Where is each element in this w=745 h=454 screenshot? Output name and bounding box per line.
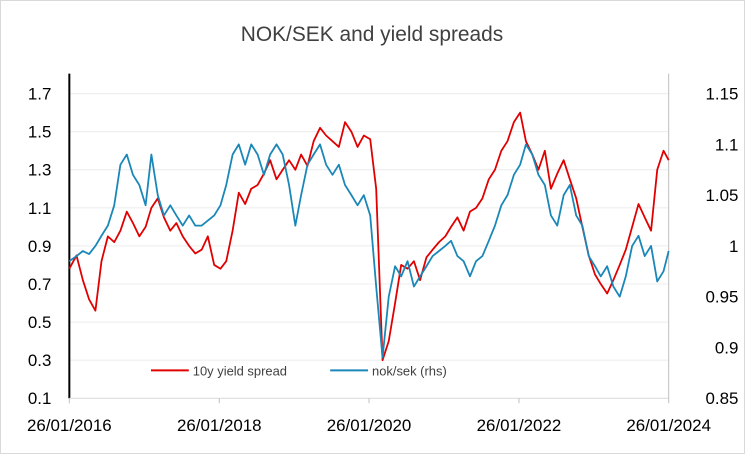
x-tick-label: 26/01/2024 [626, 416, 711, 435]
right-axis-ticks: 0.85 0.9 0.95 1 1.05 1.1 1.15 [705, 85, 738, 409]
x-tick-label: 26/01/2016 [27, 416, 112, 435]
right-tick-label: 1.15 [705, 85, 738, 104]
right-tick-label: 1.1 [715, 135, 739, 154]
left-tick-label: 1.7 [28, 85, 52, 104]
right-tick-label: 0.85 [705, 389, 738, 408]
left-tick-label: 0.5 [28, 313, 52, 332]
series-layer [68, 111, 670, 362]
left-tick-label: 1.1 [28, 199, 52, 218]
left-axis-ticks: 0.1 0.3 0.5 0.7 0.9 1.1 1.3 1.5 1.7 [28, 85, 52, 409]
left-tick-label: 0.7 [28, 275, 52, 294]
noksek-line [68, 143, 670, 359]
left-tick-label: 1.5 [28, 123, 52, 142]
right-tick-label: 1.05 [705, 186, 738, 205]
left-tick-label: 0.9 [28, 237, 52, 256]
right-tick-label: 0.9 [715, 338, 739, 357]
x-tick-label: 26/01/2018 [177, 416, 262, 435]
gridlines [69, 93, 669, 361]
legend-label: nok/sek (rhs) [372, 363, 447, 378]
x-tick-label: 26/01/2022 [477, 416, 562, 435]
right-tick-label: 0.95 [705, 288, 738, 307]
legend-label: 10y yield spread [193, 363, 287, 378]
axes [68, 73, 670, 399]
yield-spread-line [68, 111, 670, 362]
right-tick-label: 1 [729, 237, 738, 256]
x-tick-label: 26/01/2020 [327, 416, 412, 435]
left-tick-label: 1.3 [28, 161, 52, 180]
chart-title: NOK/SEK and yield spreads [241, 23, 503, 46]
x-axis-ticks: 26/01/2016 26/01/2018 26/01/2020 26/01/2022… [27, 398, 711, 435]
legend: 10y yield spread nok/sek (rhs) [150, 363, 447, 378]
left-tick-label: 0.3 [28, 351, 52, 370]
left-tick-label: 0.1 [28, 389, 52, 408]
